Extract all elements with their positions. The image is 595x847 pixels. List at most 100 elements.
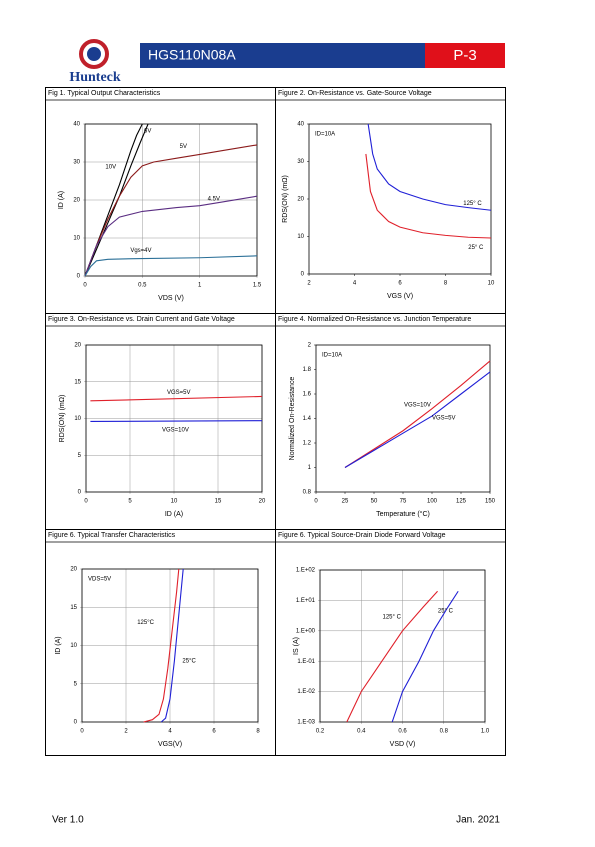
y-tick-label: 2 (308, 343, 312, 349)
series-label: 4.5V (208, 196, 220, 202)
series-line (90, 395, 263, 402)
x-tick-label: 8 (256, 729, 260, 735)
y-tick-label: 5 (74, 681, 78, 687)
logo-core (87, 47, 101, 61)
x-tick-label: 150 (485, 499, 496, 505)
part-number: HGS110N08A (148, 47, 236, 63)
logo-ring (79, 39, 109, 69)
y-tick-label: 40 (297, 122, 304, 128)
plot-frame (315, 344, 491, 493)
series-line (84, 195, 258, 277)
series-label: VGS=10V (404, 402, 431, 408)
series-label: 125°C (137, 620, 154, 626)
annotation: ID=10A (322, 353, 342, 359)
x-tick-label: 125 (456, 499, 467, 505)
y-tick-label: 10 (74, 416, 81, 422)
figure-title: Figure 6. Typical Source-Drain Diode For… (278, 532, 446, 539)
x-tick-label: 75 (400, 499, 407, 505)
x-tick-label: 10 (488, 281, 495, 287)
figure-title: Fig 1. Typical Output Characteristics (48, 90, 161, 97)
x-tick-label: 20 (259, 499, 266, 505)
y-tick-label: 10 (70, 643, 77, 649)
y-tick-label: 10 (73, 236, 80, 242)
y-tick-label: 1.E-03 (297, 720, 315, 726)
y-tick-label: 40 (73, 122, 80, 128)
x-axis-label: VDS (V) (158, 295, 184, 302)
page-box (425, 43, 505, 68)
y-axis-label: IS (A) (293, 637, 300, 655)
y-axis-label: ID (A) (55, 636, 62, 654)
series-label: Vgs=4V (130, 248, 151, 254)
series-label: 25° C (468, 245, 484, 251)
brand: Hunteck (69, 70, 121, 85)
series-line (344, 371, 491, 468)
x-axis-label: Temperature (°C) (376, 510, 430, 518)
series-line (346, 590, 438, 723)
x-tick-label: 50 (371, 499, 378, 505)
x-tick-label: 4 (353, 281, 357, 287)
version: Ver 1.0 (52, 815, 84, 826)
x-tick-label: 0 (314, 499, 318, 505)
x-tick-label: 1.5 (253, 283, 262, 289)
x-tick-label: 2 (124, 729, 128, 735)
logo: Hunteck (69, 39, 121, 85)
page-number: P-3 (453, 47, 476, 64)
x-axis-label: VGS(V) (158, 741, 182, 748)
plot-frame (308, 123, 492, 275)
plot-frame (319, 569, 486, 723)
annotation: ID=10A (315, 132, 335, 138)
x-tick-label: 5 (128, 499, 132, 505)
figure-title: Figure 2. On-Resistance vs. Gate-Source … (278, 90, 432, 97)
y-tick-label: 20 (297, 197, 304, 203)
x-axis-label: VSD (V) (390, 741, 416, 748)
y-tick-label: 5 (78, 453, 82, 459)
y-tick-label: 15 (74, 379, 81, 385)
series-line (84, 144, 258, 277)
x-tick-label: 6 (398, 281, 402, 287)
x-axis-label: ID (A) (165, 511, 183, 518)
series-line (143, 568, 180, 723)
x-tick-label: 0 (84, 499, 88, 505)
x-tick-label: 1.0 (481, 729, 490, 735)
series-line (160, 568, 184, 723)
y-tick-label: 0 (77, 274, 81, 280)
y-tick-label: 30 (297, 159, 304, 165)
series-label: VGS=10V (162, 427, 189, 433)
x-tick-label: 6 (212, 729, 216, 735)
x-tick-label: 1 (198, 283, 202, 289)
y-tick-label: 1.2 (303, 441, 312, 447)
plot-frame (84, 123, 258, 277)
y-tick-label: 0 (74, 720, 78, 726)
series-label: 125° C (463, 201, 482, 207)
x-tick-label: 8 (444, 281, 448, 287)
series-line (90, 420, 263, 422)
series-label: 6V (144, 129, 151, 135)
y-tick-label: 1.E-02 (297, 689, 315, 695)
y-axis-label: Normalized On-Resistance (289, 377, 296, 461)
y-axis-label: ID (A) (58, 191, 65, 209)
x-axis-label: VGS (V) (387, 293, 413, 300)
x-tick-label: 100 (427, 499, 438, 505)
y-tick-label: 1 (308, 465, 312, 471)
x-tick-label: 25 (342, 499, 349, 505)
series-line (365, 153, 492, 239)
figure-title: Figure 3. On-Resistance vs. Drain Curren… (48, 316, 235, 323)
series-line (84, 255, 258, 277)
series-label: VGS=5V (167, 390, 191, 396)
series-label: 25° C (438, 609, 454, 615)
y-tick-label: 20 (74, 343, 81, 349)
y-tick-label: 0.8 (303, 490, 312, 496)
x-tick-label: 0.2 (316, 729, 325, 735)
y-axis-label: RDS(ON) (mΩ) (282, 175, 289, 223)
x-tick-label: 0 (83, 283, 87, 289)
y-tick-label: 1.4 (303, 416, 312, 422)
y-tick-label: 10 (297, 234, 304, 240)
y-tick-label: 20 (70, 567, 77, 573)
x-tick-label: 0 (80, 729, 84, 735)
y-tick-label: 1.E+01 (296, 598, 316, 604)
x-tick-label: 2 (307, 281, 311, 287)
plot-frame (85, 344, 263, 493)
y-axis-label: RDS(ON) (mΩ) (59, 395, 66, 443)
